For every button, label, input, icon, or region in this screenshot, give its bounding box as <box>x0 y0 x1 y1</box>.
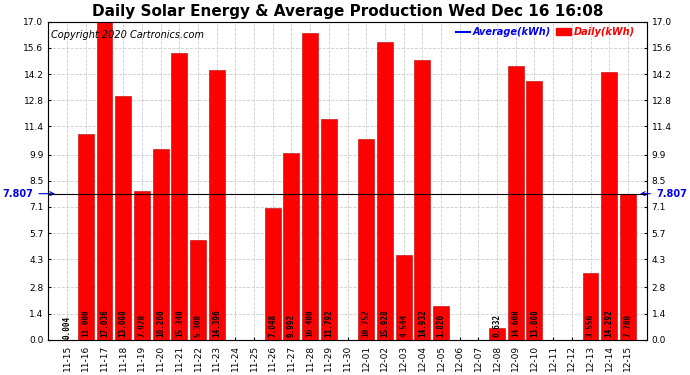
Bar <box>582 273 598 340</box>
Bar <box>302 33 318 340</box>
Bar <box>321 119 337 340</box>
Text: 7.780: 7.780 <box>623 314 633 337</box>
Text: 10.208: 10.208 <box>156 309 165 337</box>
Bar <box>208 70 225 340</box>
Bar <box>601 72 617 340</box>
Text: Copyright 2020 Cartronics.com: Copyright 2020 Cartronics.com <box>51 30 204 40</box>
Bar <box>508 66 524 340</box>
Bar <box>377 42 393 340</box>
Text: 17.036: 17.036 <box>100 309 109 337</box>
Text: 14.396: 14.396 <box>212 309 221 337</box>
Text: 11.000: 11.000 <box>81 309 90 337</box>
Bar <box>171 53 187 340</box>
Bar <box>433 306 449 340</box>
Bar <box>265 208 281 340</box>
Text: 0.632: 0.632 <box>493 314 502 337</box>
Bar <box>358 139 374 340</box>
Text: 4.544: 4.544 <box>399 314 408 337</box>
Text: 9.992: 9.992 <box>287 314 296 337</box>
Bar <box>78 134 94 340</box>
Text: 1.820: 1.820 <box>437 314 446 337</box>
Text: 7.807: 7.807 <box>641 189 687 199</box>
Text: 14.932: 14.932 <box>417 309 427 337</box>
Text: 14.608: 14.608 <box>511 309 520 337</box>
Text: 16.400: 16.400 <box>306 309 315 337</box>
Text: 0.004: 0.004 <box>63 316 72 339</box>
Text: 10.752: 10.752 <box>362 309 371 337</box>
Text: 7.928: 7.928 <box>137 314 146 337</box>
Legend: Average(kWh), Daily(kWh): Average(kWh), Daily(kWh) <box>452 23 639 41</box>
Text: 13.808: 13.808 <box>530 309 539 337</box>
Bar <box>526 81 542 340</box>
Bar <box>190 240 206 340</box>
Bar <box>152 149 168 340</box>
Bar <box>97 21 112 340</box>
Text: 11.792: 11.792 <box>324 309 333 337</box>
Text: 5.308: 5.308 <box>193 314 202 337</box>
Text: 14.292: 14.292 <box>604 309 613 337</box>
Text: 13.008: 13.008 <box>119 309 128 337</box>
Text: 15.928: 15.928 <box>380 309 389 337</box>
Title: Daily Solar Energy & Average Production Wed Dec 16 16:08: Daily Solar Energy & Average Production … <box>92 4 603 19</box>
Bar <box>134 191 150 340</box>
Text: 3.556: 3.556 <box>586 314 595 337</box>
Text: 7.807: 7.807 <box>3 189 54 199</box>
Bar <box>414 60 431 340</box>
Bar <box>284 153 299 340</box>
Text: 15.340: 15.340 <box>175 309 184 337</box>
Text: 7.048: 7.048 <box>268 314 277 337</box>
Bar <box>489 328 505 340</box>
Bar <box>395 255 411 340</box>
Bar <box>620 194 636 340</box>
Bar <box>115 96 131 340</box>
